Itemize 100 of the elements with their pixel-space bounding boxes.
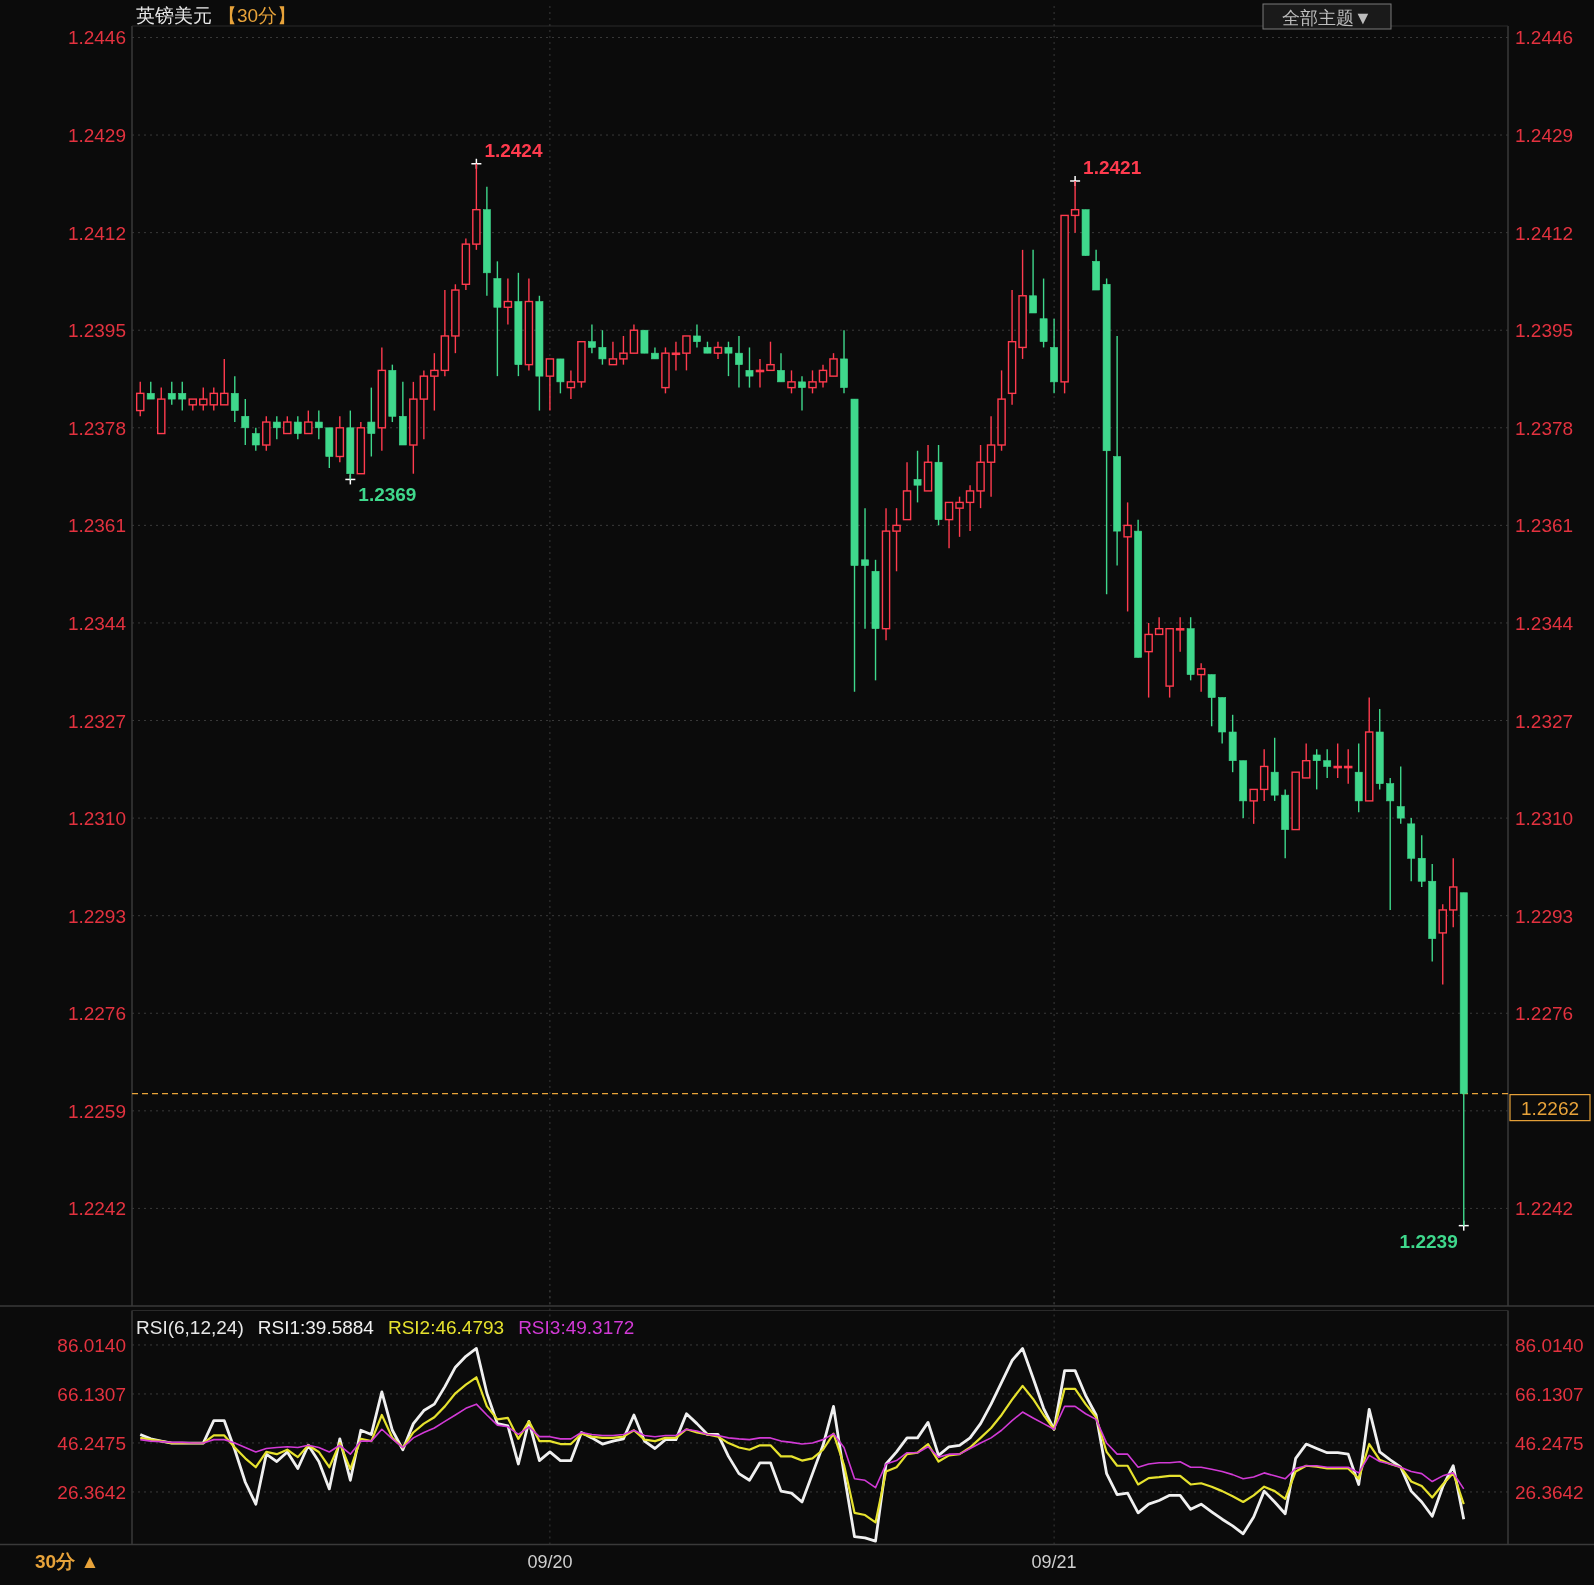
candlestick [619, 335, 628, 366]
candlestick [965, 484, 975, 532]
candlestick [818, 363, 828, 389]
candlestick [1323, 748, 1332, 779]
y2-tick-label: 26.3642 [1515, 1481, 1584, 1503]
y-tick-label: 1.2429 [67, 125, 126, 147]
candlestick [293, 415, 302, 440]
candlestick [787, 369, 796, 395]
y-tick-label: 1.2327 [67, 710, 126, 732]
y2-tick-label: 1.2276 [1515, 1003, 1574, 1025]
y-tick-label: 1.2361 [67, 515, 126, 537]
ref-line-label: 1.2262 [1520, 1097, 1580, 1119]
candlestick [913, 450, 922, 504]
annotation: 全部主题▼ [1282, 8, 1372, 28]
y-tick-label: 1.2276 [67, 1003, 126, 1025]
annotation: 1.2369 [358, 484, 417, 506]
candlestick [1175, 616, 1185, 653]
y2-tick-label: 1.2395 [1515, 320, 1574, 342]
candlestick [777, 352, 785, 383]
candlestick [829, 352, 838, 377]
candlestick [1386, 777, 1395, 911]
candlestick [745, 346, 754, 389]
candlestick [556, 358, 565, 395]
y-tick-label: 1.2412 [67, 222, 126, 244]
annotation: 1.2239 [1399, 1230, 1458, 1252]
candlestick [1417, 834, 1426, 888]
candlestick [1144, 622, 1153, 699]
x-tick-label: 09/21 [1031, 1551, 1077, 1572]
candlestick [608, 341, 618, 366]
y2-tick-label: 46.2475 [1515, 1432, 1584, 1454]
candlestick [251, 427, 260, 452]
candlestick [892, 507, 901, 572]
candlestick [209, 386, 219, 412]
y-tick-label: 1.2446 [67, 27, 126, 49]
candlestick [430, 352, 439, 412]
candlestick [1259, 748, 1269, 802]
y2-tick-label: 1.2361 [1515, 515, 1574, 537]
candlestick [808, 369, 817, 395]
y2-tick-label: 1.2327 [1515, 710, 1574, 732]
candlestick [629, 323, 639, 354]
candlestick [1270, 737, 1279, 802]
y2-tick-label: 1.2242 [1515, 1198, 1574, 1220]
candlestick [1312, 748, 1321, 791]
candlestick [304, 409, 313, 435]
candlestick [220, 358, 229, 406]
y2-tick-label: 1.2378 [1515, 417, 1574, 439]
chart-title: RSI(6,12,24) [136, 1317, 244, 1338]
candlestick [230, 375, 239, 423]
y2-tick-label: 1.2412 [1515, 222, 1574, 244]
text: RSI3:49.3172 [518, 1317, 635, 1338]
y-tick-label: 1.2242 [67, 1198, 126, 1220]
candlestick [724, 341, 733, 377]
y-tick-label: 46.2475 [57, 1432, 126, 1454]
candlestick [955, 495, 964, 538]
candlestick [272, 415, 281, 440]
candlestick [1333, 742, 1342, 779]
candlestick [1396, 765, 1405, 825]
candlestick [861, 507, 869, 630]
candlestick [766, 341, 775, 372]
candlestick [944, 501, 954, 550]
y2-tick-label: 1.2310 [1515, 808, 1574, 830]
line-series [139, 1403, 1465, 1490]
candlestick [545, 358, 555, 412]
y-tick-label: 1.2293 [67, 905, 126, 927]
candlestick [262, 415, 271, 452]
y-tick-label: 1.2395 [67, 320, 126, 342]
candlestick [640, 329, 649, 354]
y2-tick-label: 1.2344 [1515, 612, 1574, 634]
candlestick [1196, 662, 1206, 693]
y-tick-label: 1.2344 [67, 612, 127, 634]
candlestick [598, 329, 607, 366]
candlestick [986, 415, 996, 498]
chart-subtitle: 【30分】 [218, 5, 297, 26]
y2-tick-label: 86.0140 [1515, 1334, 1584, 1356]
candlestick [178, 381, 187, 412]
candlestick [1123, 501, 1132, 613]
text: RSI1:39.5884 [257, 1317, 375, 1338]
candlestick [1249, 788, 1258, 825]
y2-tick-label: 1.2293 [1515, 905, 1574, 927]
y-tick-label: 86.0140 [57, 1334, 126, 1356]
text: RSI2:46.4793 [387, 1317, 505, 1338]
candlestick [241, 398, 250, 446]
chart-title: 英镑美元 [136, 5, 212, 26]
x-tick-label: 09/20 [527, 1551, 573, 1572]
y2-tick-label: 66.1307 [1515, 1383, 1584, 1405]
candlestick [199, 386, 208, 412]
candlestick [798, 375, 806, 412]
candlestick [682, 335, 691, 372]
candlestick [693, 323, 701, 349]
y-tick-label: 1.2259 [67, 1100, 126, 1122]
candlestick [671, 341, 681, 372]
candlestick [1301, 742, 1311, 779]
candlestick [314, 409, 323, 440]
candlestick [588, 323, 596, 354]
y-tick-label: 1.2310 [67, 808, 126, 830]
text: 30分 ▲ [35, 1551, 100, 1572]
candlestick [367, 386, 376, 458]
candlestick [1207, 673, 1216, 727]
candlestick [135, 381, 145, 418]
annotation: 1.2421 [1083, 156, 1142, 178]
